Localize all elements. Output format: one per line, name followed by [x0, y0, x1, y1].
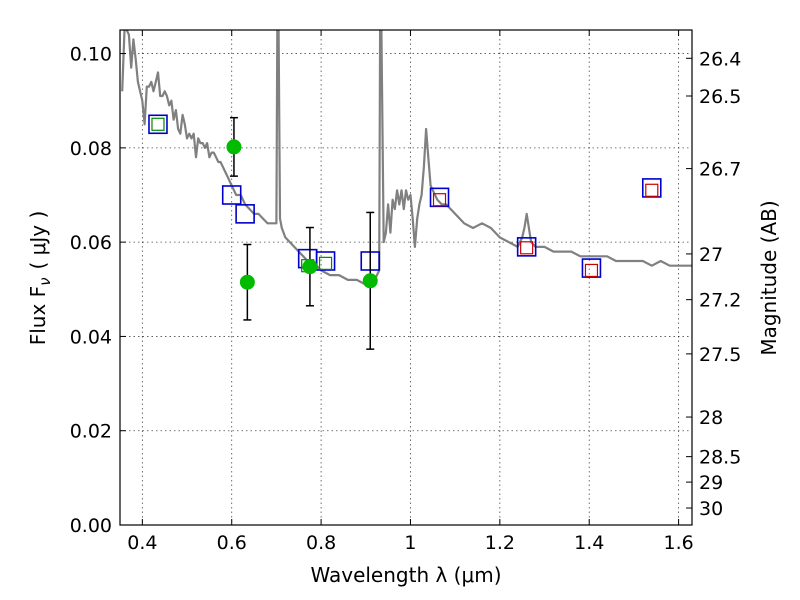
y-tick-label: 0.10 — [70, 44, 112, 66]
model-square-marker — [641, 178, 662, 198]
x-tick-label: 1.4 — [574, 532, 604, 554]
label-layer: 0.4 0.6 0.8 1 1.2 1.4 1.6 0.00 0.02 0.04 0.06 0.08 0… — [70, 44, 742, 554]
observed-square-marker — [151, 117, 165, 131]
y-axis-label-sub: ν — [36, 277, 54, 285]
mag-tick-label: 28 — [699, 407, 723, 429]
mag-tick-label: 29 — [699, 472, 723, 494]
x-tick-label: 0.6 — [217, 532, 247, 554]
y-axis-label-unit: ( μJy ) — [26, 211, 50, 270]
mag-tick-label: 27.2 — [699, 290, 741, 312]
detection-point — [302, 259, 318, 275]
y-tick-label: 0.00 — [70, 515, 112, 537]
model-square-marker — [235, 204, 255, 224]
mag-tick-label: 26.4 — [699, 48, 741, 70]
y-axis-label: Flux Fν ( μJy ) — [26, 211, 54, 346]
marker-layer — [148, 114, 662, 350]
observed-square-marker — [520, 241, 534, 255]
observed-square-marker — [584, 263, 599, 278]
y-axis-label-main: Flux F — [26, 286, 50, 345]
x-tick-label: 0.8 — [306, 532, 336, 554]
y2-axis-label: Magnitude (AB) — [757, 200, 781, 355]
mag-tick-label: 27 — [699, 244, 723, 266]
plot-frame — [119, 29, 693, 526]
model-square-marker — [516, 237, 537, 257]
y-tick-label: 0.06 — [70, 232, 112, 254]
mag-tick-label: 27.5 — [699, 344, 741, 366]
observed-square-marker — [645, 183, 659, 197]
observed-square-marker — [432, 193, 447, 207]
y-tick-label: 0.08 — [70, 138, 112, 160]
mag-tick-label: 26.7 — [699, 159, 741, 181]
model-square-marker — [315, 251, 336, 271]
mag-tick-label: 30 — [699, 498, 723, 520]
y-tick-label: 0.02 — [70, 421, 112, 443]
model-square-marker — [429, 187, 450, 208]
model-square-marker — [148, 114, 168, 135]
model-square-marker — [221, 185, 242, 205]
observed-square-marker — [318, 256, 333, 270]
detection-point — [362, 273, 378, 289]
tick-layer — [120, 30, 692, 526]
mag-tick-label: 28.5 — [699, 447, 741, 469]
mag-tick-label: 26.5 — [699, 86, 741, 108]
series-layer — [121, 30, 692, 286]
x-tick-label: 0.4 — [127, 532, 157, 554]
sed-curve — [121, 30, 692, 286]
svg-text:Flux Fν( μJy ): Flux Fν ( μJy ) — [26, 211, 54, 346]
detection-point — [239, 274, 255, 290]
grid — [120, 30, 692, 526]
x-tick-label: 1 — [404, 532, 416, 554]
model-square-marker — [581, 258, 602, 278]
x-tick-label: 1.2 — [485, 532, 515, 554]
x-tick-label: 1.6 — [663, 532, 693, 554]
detection-point — [226, 139, 242, 155]
x-axis-label: Wavelength λ (μm) — [310, 563, 501, 587]
y-tick-label: 0.04 — [70, 326, 112, 348]
